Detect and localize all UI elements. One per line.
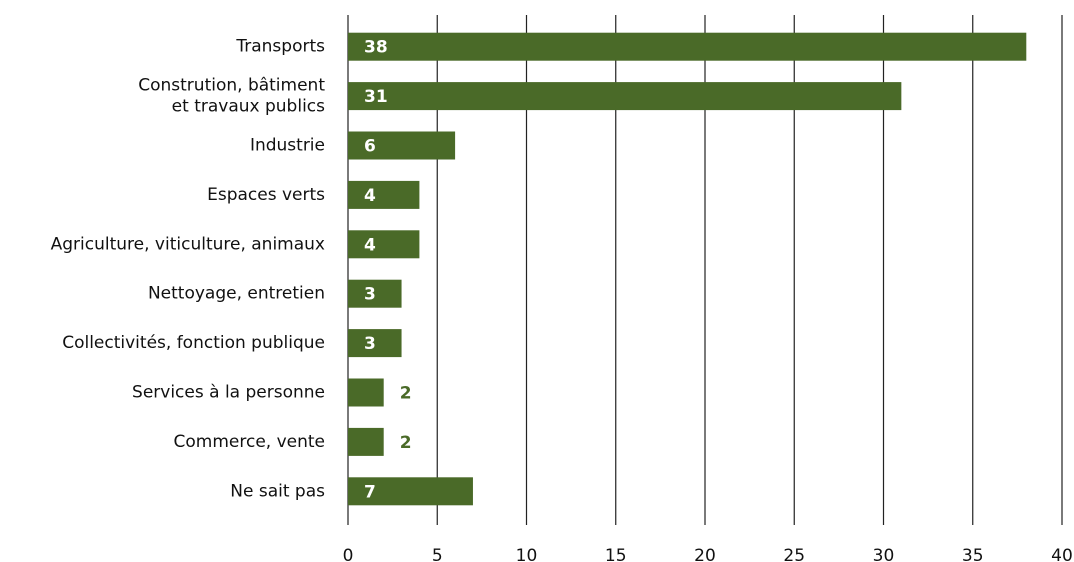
category-label: Nettoyage, entretien <box>148 284 325 304</box>
bar <box>348 32 1027 61</box>
x-tick-label: 35 <box>962 546 984 562</box>
value-label: 2 <box>400 433 412 453</box>
x-tick-label: 10 <box>516 546 538 562</box>
bar <box>348 230 420 259</box>
bar <box>348 180 420 209</box>
value-label: 38 <box>364 38 388 58</box>
x-tick-label: 20 <box>694 546 716 562</box>
value-label: 2 <box>400 384 412 404</box>
category-label: Services à la personne <box>132 383 325 403</box>
bar <box>348 131 456 160</box>
value-label: 3 <box>364 285 376 305</box>
bar <box>348 427 384 456</box>
category-label: Agriculture, viticulture, animaux <box>51 234 325 254</box>
category-label: Transports <box>235 37 325 57</box>
value-label: 6 <box>364 137 376 157</box>
category-label: Collectivités, fonction publique <box>62 333 325 353</box>
category-label: Constrution, bâtiment et travaux publics <box>138 76 325 117</box>
category-label: Industrie <box>250 136 325 156</box>
category-label: Commerce, vente <box>174 432 326 452</box>
x-tick-label: 30 <box>873 546 895 562</box>
bar <box>348 378 384 407</box>
value-label: 3 <box>364 334 376 354</box>
bar <box>348 329 402 358</box>
value-label: 4 <box>364 186 376 206</box>
value-label: 7 <box>364 482 376 502</box>
x-tick-label: 0 <box>343 546 354 562</box>
x-tick-label: 25 <box>783 546 805 562</box>
x-tick-label: 15 <box>605 546 627 562</box>
bar <box>348 477 473 506</box>
value-label: 31 <box>364 87 388 107</box>
x-tick-label: 5 <box>432 546 443 562</box>
bar <box>348 82 902 111</box>
value-label: 4 <box>364 235 376 255</box>
bar <box>348 279 402 308</box>
category-label: Ne sait pas <box>230 481 325 501</box>
category-label: Espaces verts <box>207 185 325 205</box>
x-tick-label: 40 <box>1051 546 1073 562</box>
